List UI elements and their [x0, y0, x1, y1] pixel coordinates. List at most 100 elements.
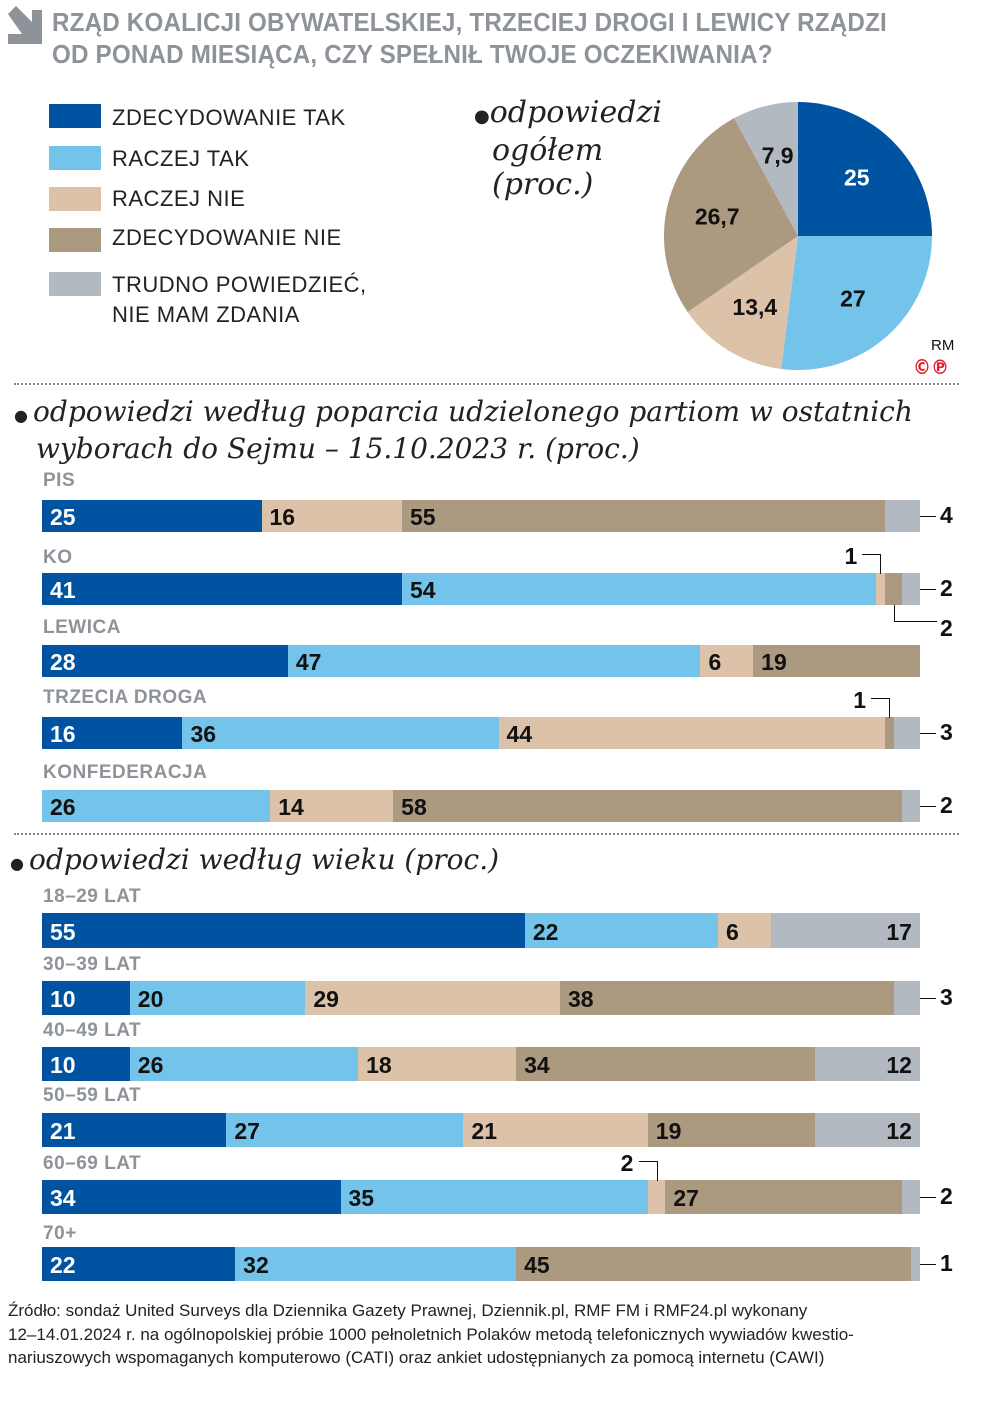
- bar-segment-zdecydowanie-nie: 27: [665, 1180, 903, 1214]
- title-line-2: OD PONAD MIESIĄCA, CZY SPEŁNIŁ TWOJE OCZ…: [52, 39, 773, 69]
- data-label: 21: [50, 1117, 76, 1144]
- pie-title-text: ogółem: [492, 133, 604, 168]
- row-label: 18–29 LAT: [43, 886, 142, 907]
- legend-label: RACZEJ TAK: [112, 146, 250, 171]
- stacked-bar: 25 16 55: [42, 500, 920, 532]
- leader-line: [871, 698, 891, 718]
- data-label: 34: [50, 1184, 76, 1211]
- data-label: 17: [886, 918, 912, 945]
- bar-segment-zdecydowanie-nie: [884, 717, 894, 749]
- data-label: 25: [50, 503, 76, 530]
- title-line: ● odpowiedzi według poparcia udzielonego…: [14, 395, 913, 428]
- pie-label: 27: [840, 285, 866, 311]
- data-label: 26: [50, 793, 76, 820]
- bar-segment-zdecydowanie-nie: 58: [393, 790, 903, 822]
- legend-label: ZDECYDOWANIE NIE: [112, 225, 342, 250]
- bar-segment-zdecydowanie-tak: 34: [42, 1180, 341, 1214]
- leader-line: [638, 1161, 658, 1181]
- pie-slice-zdecydowanie-nie: [664, 118, 798, 313]
- copyright-logo: ©℗: [913, 355, 949, 379]
- stacked-bar: 10 26 18 34 12: [42, 1047, 920, 1081]
- bar-segment-raczej-nie: 6: [700, 645, 754, 677]
- data-label-callout: 1: [940, 1250, 953, 1276]
- arrow-icon: [8, 6, 42, 44]
- bar-segment-raczej-nie: 18: [358, 1047, 517, 1081]
- stacked-bar: 26 14 58: [42, 790, 920, 822]
- legend-swatch-trudno: [49, 272, 101, 296]
- data-label: 35: [348, 1184, 375, 1211]
- stacked-bar: 55 22 6 17: [42, 913, 920, 948]
- data-label-callout: 1: [853, 687, 867, 713]
- data-label: 19: [761, 648, 787, 675]
- row-label: 40–49 LAT: [43, 1020, 142, 1041]
- bar-segment-zdecydowanie-nie: 19: [647, 1113, 815, 1147]
- bar-segment-raczej-nie: [647, 1180, 666, 1214]
- data-label: 58: [401, 793, 427, 820]
- bar-segment-zdecydowanie-nie: 19: [753, 645, 920, 677]
- divider: [14, 383, 959, 385]
- legend-swatch-zdecydowanie-tak: [49, 104, 101, 128]
- data-label: 44: [506, 720, 533, 747]
- legend-swatch-raczej-nie: [49, 187, 101, 211]
- data-label: 6: [726, 918, 739, 945]
- bar-segment-raczej-tak: 22: [524, 913, 719, 948]
- data-label: 16: [269, 503, 296, 530]
- data-label: 54: [409, 576, 436, 603]
- data-label-callout: 3: [940, 984, 953, 1010]
- bar-segment-zdecydowanie-nie: 55: [401, 500, 885, 532]
- pie-label: 26,7: [695, 204, 740, 230]
- bar-segment-raczej-tak: 36: [182, 717, 499, 749]
- bar-segment-raczej-tak: 26: [42, 790, 271, 822]
- data-label: 27: [234, 1117, 260, 1144]
- leader-line: [920, 589, 936, 590]
- data-label: 36: [190, 720, 217, 747]
- data-label: 14: [278, 793, 304, 820]
- bar-segment-trudno: [884, 500, 920, 532]
- bar-segment-raczej-tak: 54: [401, 573, 877, 605]
- row-label: LEWICA: [43, 617, 121, 638]
- pie-slice-trudno: [734, 102, 798, 236]
- bar-segment-zdecydowanie-tak: 10: [42, 1047, 130, 1081]
- data-label: 45: [524, 1251, 550, 1278]
- legend-label: NIE MAM ZDANIA: [112, 302, 300, 327]
- data-label: 29: [313, 985, 339, 1012]
- bar-segment-trudno: [911, 1247, 920, 1281]
- row-label: TRZECIA DROGA: [43, 687, 208, 708]
- data-label-callout: 2: [940, 575, 953, 601]
- pie-label: 13,4: [732, 294, 777, 320]
- stacked-bar: 16 36 44: [42, 717, 920, 749]
- data-label: 41: [50, 576, 76, 603]
- title-text: odpowiedzi według poparcia udzielonego p…: [33, 395, 913, 428]
- data-label: 18: [366, 1051, 392, 1078]
- age-section-title: ● odpowiedzi według wieku (proc.): [10, 843, 500, 876]
- bar-segment-zdecydowanie-tak: 41: [42, 573, 402, 605]
- data-label-callout: 2: [940, 1183, 953, 1209]
- data-label: 20: [137, 985, 164, 1012]
- bar-segment-raczej-tak: 26: [129, 1047, 359, 1081]
- title-text: odpowiedzi według wieku (proc.): [29, 843, 500, 876]
- pie-title-text: (proc.): [492, 167, 594, 202]
- bar-segment-trudno: [902, 790, 920, 822]
- credit-initials: RM: [931, 337, 955, 354]
- data-label-callout: 2: [940, 792, 953, 818]
- stacked-bar: 41 54: [42, 573, 920, 605]
- divider: [14, 833, 959, 835]
- bar-segment-raczej-tak: 32: [235, 1247, 517, 1281]
- pie-slice-raczej-tak: [781, 236, 932, 370]
- data-label: 32: [243, 1251, 269, 1278]
- stacked-bar: 10 20 29 38: [42, 981, 920, 1015]
- bar-segment-zdecydowanie-nie: 34: [516, 1047, 815, 1081]
- bar-segment-raczej-tak: 20: [129, 981, 306, 1015]
- leader-line: [920, 516, 936, 517]
- bar-segment-raczej-nie: [876, 573, 885, 605]
- bar-segment-zdecydowanie-nie: 38: [560, 981, 894, 1015]
- data-label: 10: [50, 1051, 76, 1078]
- stacked-bar: 34 35 27: [42, 1180, 920, 1214]
- data-label: 34: [524, 1051, 550, 1078]
- legend-swatch-raczej-tak: [49, 146, 101, 170]
- data-label: 10: [50, 985, 76, 1012]
- pie-label: 7,9: [762, 142, 794, 168]
- stacked-bar: 21 27 21 19 12: [42, 1113, 920, 1147]
- source-line: 12–14.01.2024 r. na ogólnopolskiej próbi…: [8, 1324, 854, 1344]
- bar-segment-raczej-nie: 6: [718, 913, 771, 948]
